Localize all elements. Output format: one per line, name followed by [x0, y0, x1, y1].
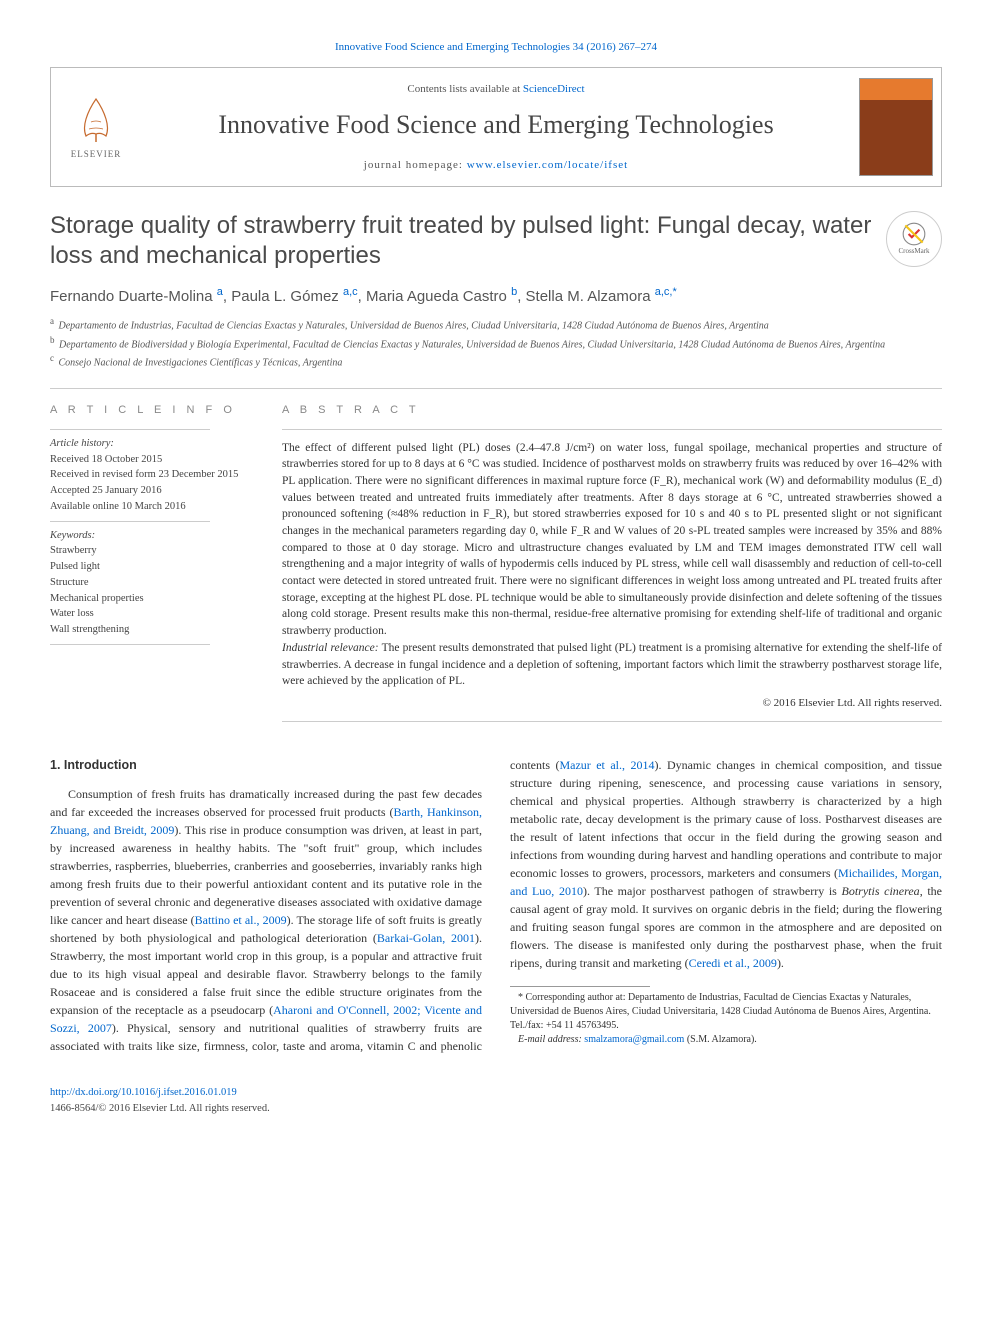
cover-thumb[interactable]	[851, 68, 941, 186]
crossmark-label: CrossMark	[898, 247, 929, 257]
email-label: E-mail address:	[518, 1034, 584, 1045]
author-name: , Stella M. Alzamora	[517, 288, 655, 305]
history-label: Article history:	[50, 436, 250, 452]
text-run: ).	[777, 956, 784, 970]
citation-link[interactable]: Innovative Food Science and Emerging Tec…	[335, 41, 657, 53]
text-run: ). The major postharvest pathogen of str…	[583, 884, 842, 898]
crossmark-icon	[901, 221, 927, 247]
affiliation-marker: a	[50, 316, 54, 326]
keywords-label: Keywords:	[50, 528, 250, 544]
history-block: Article history: Received 18 October 201…	[50, 436, 250, 515]
doi-link[interactable]: http://dx.doi.org/10.1016/j.ifset.2016.0…	[50, 1087, 237, 1098]
info-abstract-row: A R T I C L E I N F O Article history: R…	[50, 403, 942, 734]
abstract-text: The effect of different pulsed light (PL…	[282, 442, 942, 637]
corresponding-author-note: * Corresponding author at: Departamento …	[510, 991, 942, 1033]
affiliation-marker: b	[50, 335, 55, 345]
homepage-prefix: journal homepage:	[364, 159, 467, 171]
crossmark-badge[interactable]: CrossMark	[886, 211, 942, 267]
industrial-relevance-text: The present results demonstrated that pu…	[282, 642, 942, 687]
text-run: ). Dynamic changes in chemical compositi…	[510, 758, 942, 880]
contents-line: Contents lists available at ScienceDirec…	[407, 82, 584, 97]
keyword: Pulsed light	[50, 559, 250, 575]
affiliations: a Departamento de Industrias, Facultad d…	[50, 315, 942, 370]
journal-cover-icon	[859, 78, 933, 176]
elsevier-logo[interactable]: ELSEVIER	[51, 68, 141, 186]
divider	[282, 721, 942, 722]
citation-link[interactable]: Battino et al., 2009	[195, 913, 287, 927]
footnotes: * Corresponding author at: Departamento …	[510, 991, 942, 1047]
abstract-column: A B S T R A C T The effect of different …	[282, 403, 942, 734]
divider	[282, 429, 942, 430]
affiliation-line: c Consejo Nacional de Investigaciones Ci…	[50, 352, 942, 370]
article-info-column: A R T I C L E I N F O Article history: R…	[50, 403, 250, 734]
divider	[50, 388, 942, 389]
bottom-block: http://dx.doi.org/10.1016/j.ifset.2016.0…	[50, 1085, 942, 1117]
body-text: 1. Introduction Consumption of fresh fru…	[50, 756, 942, 1055]
email-link[interactable]: smalzamora@gmail.com	[584, 1034, 684, 1045]
affiliation-line: b Departamento de Biodiversidad y Biolog…	[50, 334, 942, 352]
keyword: Mechanical properties	[50, 591, 250, 607]
journal-header-box: ELSEVIER Contents lists available at Sci…	[50, 67, 942, 187]
divider-short	[50, 429, 210, 430]
article-title: Storage quality of strawberry fruit trea…	[50, 211, 874, 271]
keyword: Wall strengthening	[50, 622, 250, 638]
elsevier-tree-icon	[71, 94, 121, 144]
industrial-relevance-label: Industrial relevance:	[282, 642, 382, 654]
contents-prefix: Contents lists available at	[407, 83, 522, 95]
keyword: Water loss	[50, 606, 250, 622]
journal-name: Innovative Food Science and Emerging Tec…	[218, 107, 773, 143]
citation-link[interactable]: Mazur et al., 2014	[559, 758, 654, 772]
homepage-line: journal homepage: www.elsevier.com/locat…	[364, 158, 628, 173]
divider-short	[50, 521, 210, 522]
issn-copyright: 1466-8564/© 2016 Elsevier Ltd. All right…	[50, 1101, 942, 1117]
elsevier-label: ELSEVIER	[71, 148, 122, 161]
citation-header: Innovative Food Science and Emerging Tec…	[50, 40, 942, 55]
keyword: Strawberry	[50, 543, 250, 559]
history-line: Accepted 25 January 2016	[50, 483, 250, 499]
citation-link[interactable]: Ceredi et al., 2009	[689, 956, 777, 970]
authors-line: Fernando Duarte-Molina a, Paula L. Gómez…	[50, 285, 942, 307]
history-line: Available online 10 March 2016	[50, 499, 250, 515]
author-name: Fernando Duarte-Molina	[50, 288, 217, 305]
title-row: Storage quality of strawberry fruit trea…	[50, 211, 942, 271]
text-run: ). This rise in produce consumption was …	[50, 823, 482, 927]
affiliation-line: a Departamento de Industrias, Facultad d…	[50, 315, 942, 333]
author-name: , Maria Agueda Castro	[358, 288, 511, 305]
abstract-copyright: © 2016 Elsevier Ltd. All rights reserved…	[282, 696, 942, 711]
history-line: Received 18 October 2015	[50, 452, 250, 468]
author-affiliation-marker[interactable]: a,c	[343, 286, 358, 298]
divider-short	[50, 644, 210, 645]
sciencedirect-link[interactable]: ScienceDirect	[523, 83, 585, 95]
keyword: Structure	[50, 575, 250, 591]
author-affiliation-marker[interactable]: a,c,*	[655, 286, 677, 298]
email-note: E-mail address: smalzamora@gmail.com (S.…	[510, 1033, 942, 1047]
header-center: Contents lists available at ScienceDirec…	[141, 68, 851, 186]
abstract-body: The effect of different pulsed light (PL…	[282, 440, 942, 690]
species-name: Botrytis cinerea	[842, 884, 920, 898]
article-info-label: A R T I C L E I N F O	[50, 403, 250, 418]
email-person: (S.M. Alzamora).	[684, 1034, 757, 1045]
history-line: Received in revised form 23 December 201…	[50, 467, 250, 483]
abstract-label: A B S T R A C T	[282, 403, 942, 418]
section-heading: 1. Introduction	[50, 756, 482, 775]
affiliation-marker: c	[50, 353, 54, 363]
citation-link[interactable]: Barkai-Golan, 2001	[377, 931, 475, 945]
keywords-block: Keywords: StrawberryPulsed lightStructur…	[50, 528, 250, 638]
author-name: , Paula L. Gómez	[223, 288, 343, 305]
homepage-link[interactable]: www.elsevier.com/locate/ifset	[467, 159, 628, 171]
footnote-divider	[510, 986, 650, 987]
